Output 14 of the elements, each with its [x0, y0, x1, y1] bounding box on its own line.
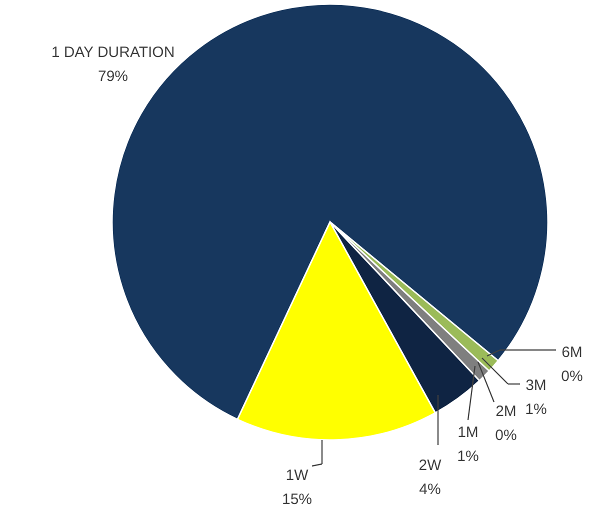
data-label: 4%	[419, 481, 441, 498]
data-label: 1%	[457, 448, 479, 465]
text: 0%	[495, 427, 517, 444]
slice-label: 1M	[458, 424, 478, 441]
slice-label: 3M	[526, 377, 546, 394]
category-label: 2M	[496, 403, 516, 420]
slice-label: 2W	[418, 457, 442, 474]
legend-label: 6M	[562, 344, 582, 361]
slice-label: 1 DAY DURATION	[51, 44, 175, 61]
data-label: 79%	[98, 68, 128, 85]
slice-label: 1W	[286, 467, 310, 484]
text: 0%	[561, 368, 583, 385]
data-label: 15%	[282, 491, 312, 507]
data-label: 1%	[525, 401, 547, 418]
